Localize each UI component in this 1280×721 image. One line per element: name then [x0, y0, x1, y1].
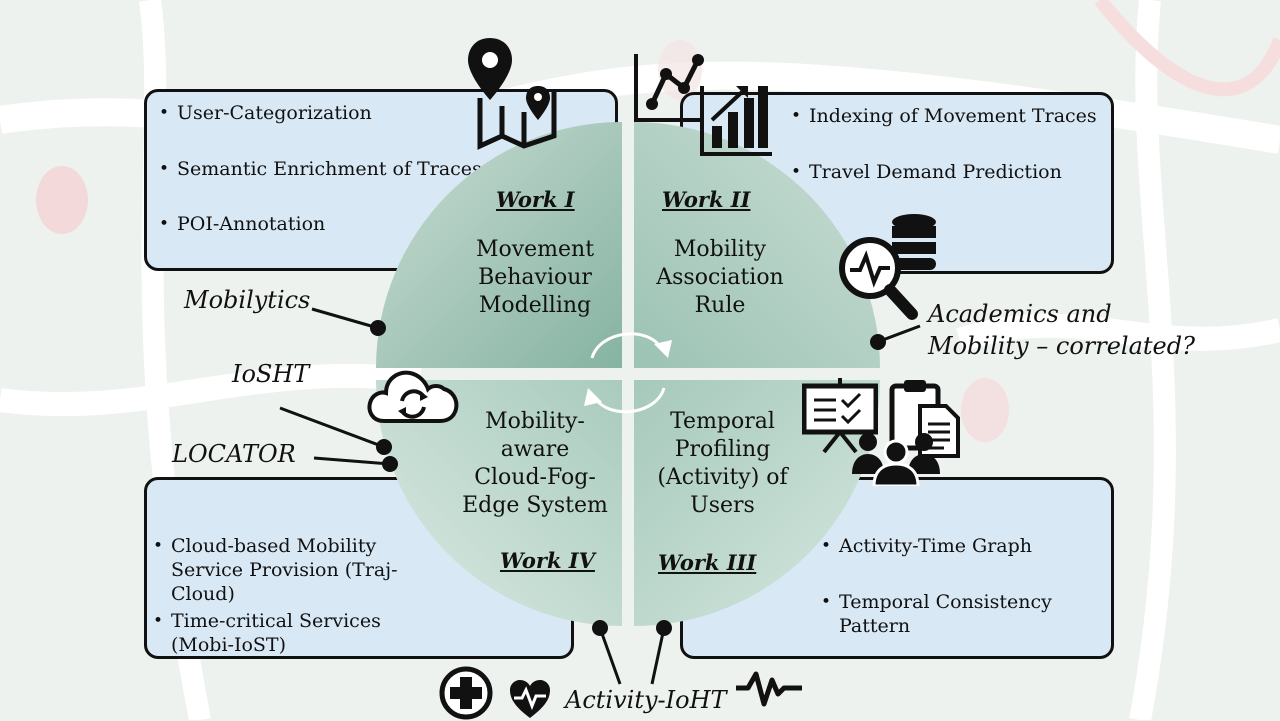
- connector-dot: [870, 334, 886, 350]
- title-line: Behaviour: [478, 265, 592, 290]
- work-4-label: Work IV: [500, 548, 595, 573]
- presentation-icon: [802, 378, 878, 454]
- title-line: Association: [656, 265, 784, 290]
- list-line: Temporal Consistency: [839, 591, 1052, 613]
- list-item: Cloud-based Mobility Service Provision (…: [153, 534, 398, 606]
- label-line: Academics and: [928, 300, 1112, 328]
- list-item: Activity-Time Graph: [821, 534, 1032, 558]
- heart-pulse-icon: [510, 680, 550, 718]
- title-line: Edge System: [462, 493, 608, 518]
- quadrant-3-title: Temporal Profiling (Activity) of Users: [640, 408, 805, 520]
- list-line: Service Provision (Traj-: [171, 559, 398, 581]
- list-item: Travel Demand Prediction: [791, 160, 1062, 184]
- pulse-icon: [736, 671, 802, 707]
- list-line: Cloud-based Mobility: [171, 535, 377, 557]
- quadrant-2-title: Mobility Association Rule: [640, 236, 800, 320]
- list-item: Semantic Enrichment of Traces: [159, 157, 482, 181]
- title-line: Movement: [475, 237, 595, 262]
- label-mobilytics: Mobilytics: [184, 286, 311, 314]
- list-line: (Mobi-IoST): [171, 634, 287, 656]
- list-item: POI-Annotation: [159, 212, 325, 236]
- connector-dot: [382, 456, 398, 472]
- map-pin-icon: [468, 38, 557, 150]
- title-line: (Activity) of: [657, 465, 788, 490]
- title-line: Profiling: [674, 437, 771, 462]
- quadrant-1: [376, 122, 622, 368]
- title-line: aware: [500, 437, 570, 462]
- list-line: Cloud): [171, 583, 235, 605]
- work-3-label: Work III: [658, 550, 757, 575]
- connector-dot: [592, 620, 608, 636]
- list-line: Activity-Time Graph: [839, 535, 1033, 557]
- list-item: Temporal Consistency Pattern: [821, 590, 1052, 638]
- quadrant-4-title: Mobility- aware Cloud-Fog- Edge System: [455, 408, 615, 520]
- label-iosht: IoSHT: [232, 360, 310, 388]
- medical-cross-icon: [439, 666, 493, 720]
- label-activity-ioht: Activity-IoHT: [565, 686, 727, 714]
- label-locator: LOCATOR: [172, 440, 296, 468]
- list-item: User-Categorization: [159, 101, 372, 125]
- users-icon: [852, 433, 940, 486]
- chart-icon: [634, 54, 772, 156]
- database-search-icon: [839, 214, 936, 320]
- title-line: Users: [690, 493, 755, 518]
- connector-dot: [370, 320, 386, 336]
- quadrant-4: [376, 380, 622, 626]
- work-2-label: Work II: [662, 187, 751, 212]
- cloud-sync-icon: [367, 370, 459, 423]
- title-line: Temporal: [670, 409, 775, 434]
- title-line: Cloud-Fog-: [474, 465, 596, 490]
- quadrant-2: [634, 122, 880, 368]
- list-item: Indexing of Movement Traces: [791, 104, 1097, 128]
- title-line: Mobility-: [485, 409, 585, 434]
- connector-dot: [656, 620, 672, 636]
- list-item: Time-critical Services (Mobi-IoST): [153, 609, 381, 657]
- connector-dot: [376, 439, 392, 455]
- title-line: Rule: [694, 293, 746, 318]
- quadrant-1-title: Movement Behaviour Modelling: [460, 236, 610, 320]
- label-academics: Academics and Mobility – correlated?: [928, 298, 1195, 362]
- list-line: Time-critical Services: [171, 610, 381, 632]
- list-line: Pattern: [839, 615, 911, 637]
- label-line: Mobility – correlated?: [928, 332, 1195, 360]
- title-line: Mobility: [673, 237, 767, 262]
- title-line: Modelling: [478, 293, 592, 318]
- quadrant-3: [634, 380, 880, 626]
- work-1-label: Work I: [496, 187, 575, 212]
